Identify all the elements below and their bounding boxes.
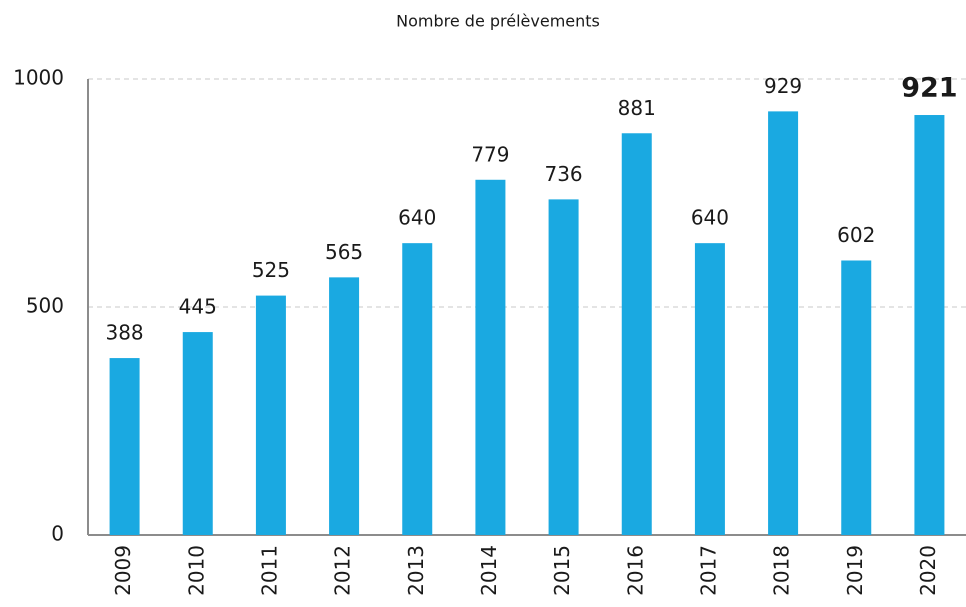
bar <box>255 295 286 535</box>
chart-title: Nombre de prélèvements <box>396 12 600 31</box>
data-label: 445 <box>179 295 217 319</box>
data-label: 881 <box>618 96 656 120</box>
data-label: 929 <box>764 74 802 98</box>
data-label: 921 <box>901 73 957 104</box>
x-tick-label: 2014 <box>477 545 501 596</box>
y-tick-label: 500 <box>26 294 64 318</box>
data-label: 640 <box>398 206 436 230</box>
data-label: 736 <box>544 162 582 186</box>
x-tick-label: 2018 <box>770 545 794 596</box>
data-label: 640 <box>691 206 729 230</box>
data-label: 565 <box>325 240 363 264</box>
data-label: 525 <box>252 258 290 282</box>
bar <box>914 115 945 536</box>
bar <box>329 277 360 535</box>
x-tick-label: 2016 <box>623 545 647 596</box>
x-tick-label: 2015 <box>550 545 574 596</box>
bar <box>768 111 799 535</box>
x-tick-label: 2019 <box>843 545 867 596</box>
x-tick-label: 2009 <box>111 545 135 596</box>
x-tick-label: 2012 <box>331 545 355 596</box>
x-tick-label: 2020 <box>916 545 940 596</box>
bar <box>402 243 433 535</box>
bar <box>548 199 579 535</box>
bar <box>621 133 652 535</box>
y-tick-label: 0 <box>51 522 64 546</box>
bar <box>109 358 140 535</box>
bar <box>841 260 872 535</box>
bar <box>475 179 506 535</box>
x-tick-label: 2010 <box>184 545 208 596</box>
y-tick-label: 1000 <box>13 66 64 90</box>
x-tick-label: 2013 <box>404 545 428 596</box>
x-tick-label: 2017 <box>696 545 720 596</box>
bar <box>694 243 725 535</box>
data-label: 602 <box>837 223 875 247</box>
data-label: 388 <box>105 321 143 345</box>
bar <box>182 332 213 535</box>
data-label: 779 <box>471 142 509 166</box>
x-tick-label: 2011 <box>257 545 281 596</box>
